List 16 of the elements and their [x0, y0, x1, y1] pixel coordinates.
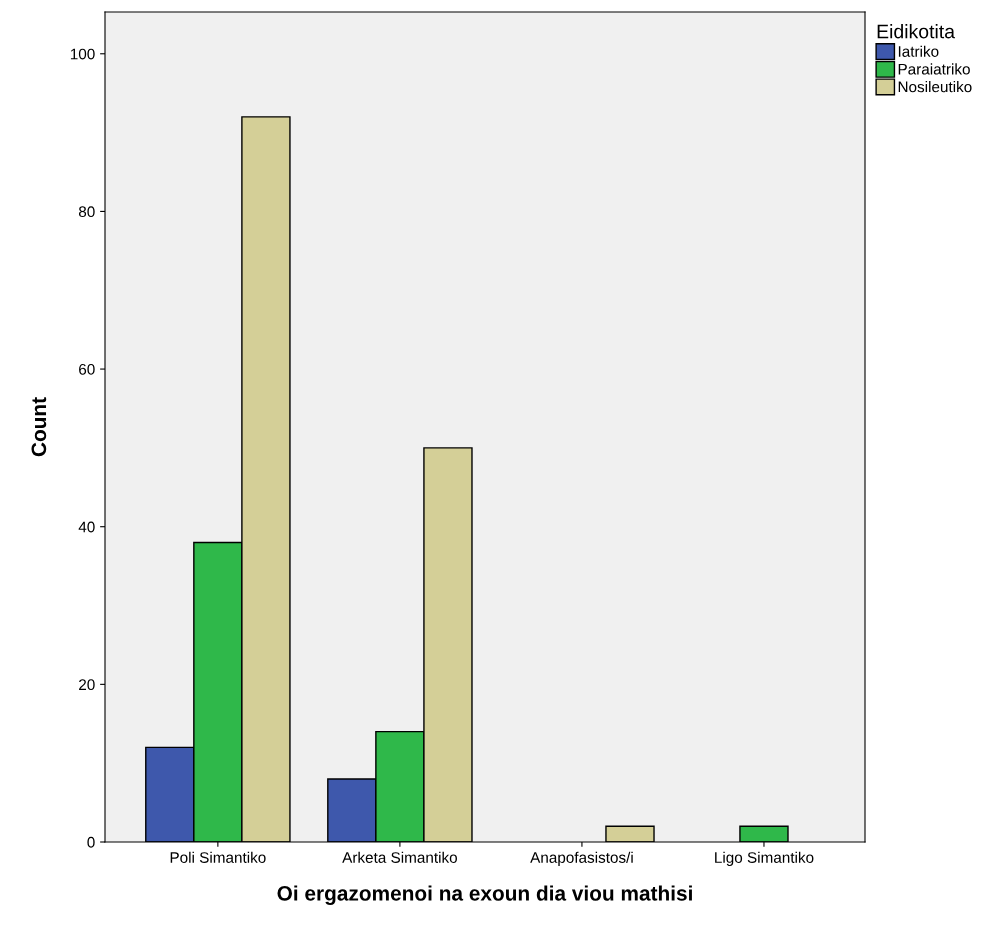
y-tick-label: 80: [78, 206, 95, 218]
y-tick-label: 0: [87, 836, 95, 848]
legend-label: Paraiatriko: [898, 63, 970, 75]
legend-label: Iatriko: [898, 45, 939, 57]
y-tick-label: 40: [78, 521, 95, 533]
legend-title: Eidikotita: [877, 24, 956, 39]
x-tick-label: Anapofasistos/i: [530, 851, 633, 866]
y-tick-label: 60: [79, 363, 95, 375]
x-tick-label: Ligo Simantiko: [715, 851, 814, 866]
y-tick-label: 100: [70, 48, 95, 60]
y-axis-title: Count: [31, 397, 47, 457]
legend-label: Nosileutiko: [898, 81, 972, 93]
x-tick-label: Poli Simantiko: [170, 851, 266, 863]
x-tick-label: Arketa Simantiko: [342, 851, 457, 863]
x-axis-title: Oi ergazomenoi na exoun dia viou mathisi: [277, 885, 692, 905]
y-tick-label: 20: [79, 679, 95, 691]
